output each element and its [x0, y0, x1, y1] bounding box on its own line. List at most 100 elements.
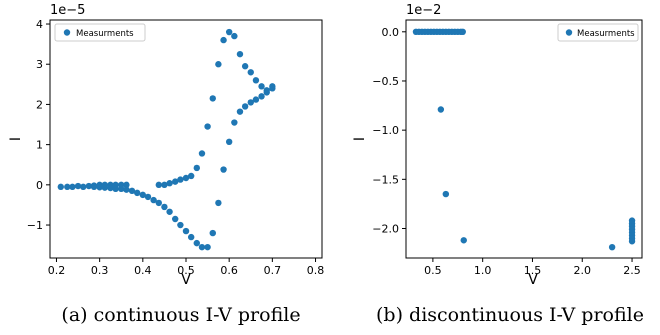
chart-b-caption: (b) discontinuous I-V profile [376, 304, 644, 326]
chart-a-x-tick-label: 0.8 [307, 264, 325, 277]
data-point [460, 237, 467, 244]
data-point [628, 238, 636, 245]
data-point [123, 181, 130, 189]
chart-a-x-tick-label: 0.7 [264, 264, 282, 277]
chart-b-legend-box [557, 23, 639, 42]
chart-b-x-ticks: 0.5 1.0 1.5 2.0 2.5 [424, 258, 641, 277]
data-point [442, 190, 450, 198]
chart-a-plot-area [49, 19, 323, 259]
data-point [123, 186, 130, 193]
chart-a: 0.2 0.3 0.4 0.5 0.6 0.7 0.8 −1 0 1 2 3 4 1e−5 V I M… [8, 3, 324, 326]
data-point [150, 196, 157, 204]
data-point [215, 199, 222, 207]
chart-b-y-tick-label: 0.0 [382, 26, 400, 39]
data-point [231, 32, 238, 40]
chart-a-x-tick-label: 0.4 [134, 264, 152, 277]
data-point [118, 185, 125, 193]
data-point [220, 166, 227, 173]
chart-b-legend-label: Measurments [577, 29, 635, 39]
data-point [144, 193, 152, 201]
chart-b-x-tick-label: 2.5 [623, 264, 641, 277]
data-point [193, 239, 200, 247]
data-point [57, 183, 64, 191]
data-point [225, 138, 233, 146]
chart-b-x-tick-label: 2.0 [574, 264, 592, 277]
chart-b-xlabel: V [528, 272, 538, 288]
data-point [209, 229, 216, 237]
chart-b-ylabel: I [352, 137, 368, 141]
data-point [172, 178, 179, 185]
chart-a-legend-label: Measurments [76, 29, 134, 39]
data-point [155, 181, 162, 189]
chart-a-x-tick-label: 0.3 [91, 264, 109, 277]
data-point [236, 50, 244, 58]
data-point [80, 183, 87, 191]
data-point [101, 184, 109, 191]
chart-a-y-ticks: −1 0 1 2 3 4 [27, 18, 50, 232]
data-point [263, 89, 270, 96]
data-point [166, 208, 173, 215]
chart-b-points [412, 28, 636, 251]
data-point [220, 36, 227, 44]
data-point [166, 180, 173, 187]
data-point [209, 95, 216, 102]
data-point [107, 184, 114, 192]
chart-b-offset-text: 1e−2 [406, 3, 441, 18]
data-point [258, 83, 265, 90]
chart-b-y-ticks: 0.0 −0.5 −1.0 −1.5 −2.0 [372, 26, 406, 235]
chart-b-y-tick-label: −2.0 [372, 222, 399, 235]
chart-a-x-ticks: 0.2 0.3 0.4 0.5 0.6 0.7 0.8 [48, 258, 325, 277]
chart-a-offset-text: 1e−5 [50, 3, 85, 18]
chart-a-xlabel: V [181, 272, 191, 288]
data-point [139, 191, 147, 199]
data-point [187, 233, 195, 241]
data-point [236, 108, 244, 115]
data-point [64, 183, 71, 191]
data-point [177, 176, 184, 183]
chart-b-plot-area [405, 19, 643, 259]
chart-a-legend-marker [63, 29, 71, 36]
chart-b-y-tick-label: −1.5 [372, 173, 399, 186]
data-point [187, 172, 195, 180]
data-point [182, 227, 190, 235]
data-point [247, 99, 254, 106]
chart-a-y-tick-label: 4 [36, 18, 43, 31]
data-point [74, 182, 82, 190]
chart-b-y-tick-label: −0.5 [372, 75, 399, 88]
data-point [198, 150, 206, 157]
data-point [204, 123, 211, 130]
data-point [204, 243, 211, 251]
chart-a-ylabel: I [8, 137, 24, 141]
data-point [182, 174, 190, 182]
chart-a-legend-box [54, 23, 146, 42]
chart-a-y-tick-label: −1 [27, 219, 43, 232]
data-point [252, 96, 260, 103]
data-point [128, 187, 136, 195]
data-point [258, 93, 265, 100]
data-point [437, 106, 445, 113]
data-point [241, 63, 249, 70]
chart-a-x-tick-label: 0.6 [220, 264, 238, 277]
chart-a-legend: Measurments [54, 23, 146, 42]
chart-b-legend-marker [565, 29, 573, 36]
chart-b-x-tick-label: 0.5 [424, 264, 442, 277]
data-point [161, 203, 168, 211]
chart-a-x-tick-label: 0.5 [177, 264, 195, 277]
chart-a-x-tick-label: 0.2 [48, 264, 66, 277]
chart-a-y-tick-label: 1 [36, 139, 43, 152]
chart-b-legend: Measurments [557, 23, 639, 42]
data-point [231, 119, 238, 126]
data-point [193, 164, 200, 172]
chart-b-y-tick-label: −1.0 [372, 124, 399, 137]
data-point [96, 184, 103, 191]
data-point [69, 183, 76, 191]
data-point [172, 215, 179, 223]
data-point [85, 182, 93, 190]
data-point [608, 243, 616, 251]
data-point [134, 189, 141, 197]
chart-a-y-tick-label: 3 [36, 58, 43, 71]
data-point [198, 243, 206, 251]
data-point [112, 185, 119, 193]
data-point [215, 61, 222, 68]
